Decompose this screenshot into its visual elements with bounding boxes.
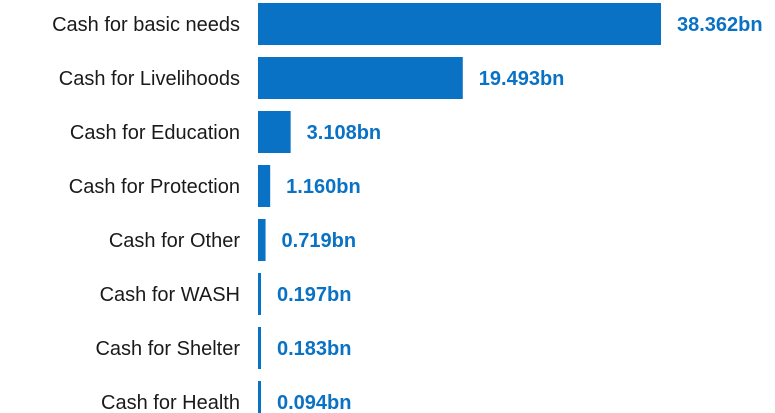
category-label: Cash for Livelihoods [59, 68, 240, 90]
data-label: 19.493bn [479, 68, 565, 90]
data-label: 0.197bn [277, 284, 351, 306]
category-label: Cash for Other [109, 230, 241, 252]
category-label: Cash for Education [70, 122, 240, 144]
bar [258, 111, 291, 153]
bar [258, 219, 266, 261]
bar [258, 327, 261, 369]
bar [258, 381, 261, 413]
data-label: 0.094bn [277, 392, 351, 413]
data-label: 3.108bn [307, 122, 381, 144]
category-label: Cash for Health [101, 392, 240, 413]
data-label: 0.183bn [277, 338, 351, 360]
category-label: Cash for basic needs [52, 14, 240, 36]
bar [258, 165, 271, 207]
category-label: Cash for Shelter [95, 338, 240, 360]
category-label: Cash for Protection [69, 176, 240, 198]
data-label: 38.362bn [677, 14, 763, 36]
category-label: Cash for WASH [100, 284, 240, 306]
bar [258, 57, 463, 99]
bar [258, 273, 261, 315]
data-label: 1.160bn [286, 176, 360, 198]
bar [258, 3, 661, 45]
data-label: 0.719bn [282, 230, 356, 252]
